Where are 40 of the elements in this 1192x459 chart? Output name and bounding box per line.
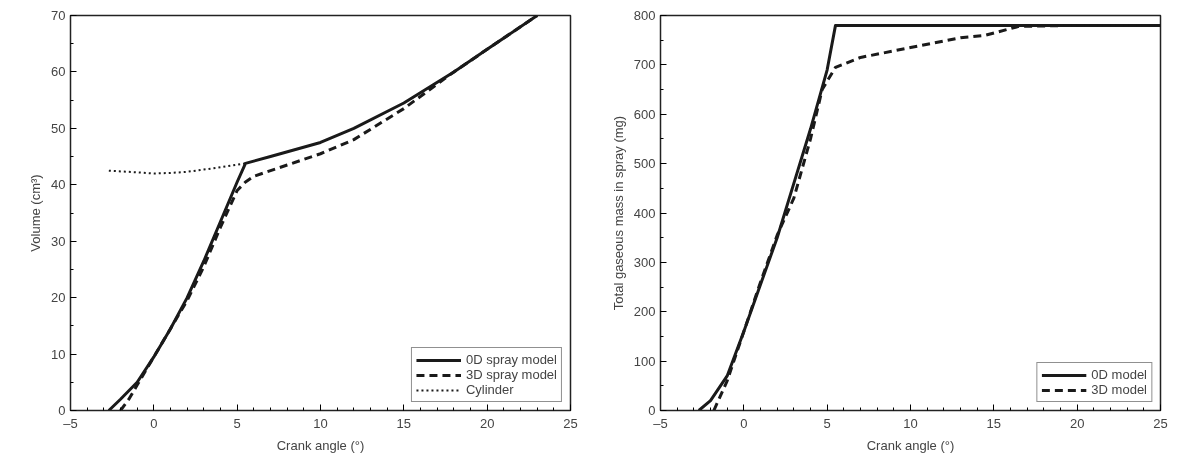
x-tick-label: 15 — [986, 415, 1002, 431]
y-tick-label: 500 — [633, 156, 656, 172]
x-tick-label: 25 — [1153, 415, 1168, 431]
legend-label: 3D spray model — [465, 367, 557, 382]
y-tick-label: 20 — [51, 290, 66, 306]
y-tick-label: 100 — [633, 353, 656, 369]
x-tick-label: 5 — [233, 415, 241, 431]
y-tick-label: 30 — [51, 233, 66, 249]
x-tick-label: 25 — [563, 415, 578, 431]
y-tick-label: 200 — [633, 304, 656, 320]
y-tick-label: 0 — [58, 403, 66, 418]
legend-label: 3D model — [1091, 382, 1147, 397]
y-tick-label: 60 — [51, 64, 66, 80]
y-tick-label: 10 — [51, 346, 66, 362]
y-tick-label: 300 — [633, 254, 656, 270]
legend-label: 0D model — [1091, 367, 1147, 382]
y-tick-label: 800 — [633, 8, 656, 23]
x-tick-label: –5 — [63, 415, 78, 431]
x-axis-title: Crank angle (°) — [276, 437, 365, 453]
x-tick-label: 0 — [740, 415, 748, 431]
x-tick-label: 15 — [396, 415, 412, 431]
y-tick-label: 50 — [51, 120, 66, 136]
x-tick-label: 10 — [313, 415, 328, 431]
x-tick-label: 0 — [150, 415, 158, 431]
y-axis-title: Total gaseous mass in spray (mg) — [610, 115, 626, 311]
y-tick-label: 400 — [633, 205, 656, 221]
y-tick-label: 700 — [633, 57, 656, 73]
y-tick-label: 0 — [648, 403, 656, 418]
x-tick-label: –5 — [653, 415, 668, 431]
x-tick-label: 5 — [823, 415, 831, 431]
legend-label: Cylinder — [465, 382, 514, 397]
x-tick-label: 20 — [1069, 415, 1085, 431]
y-tick-label: 70 — [51, 8, 66, 23]
x-axis-title: Crank angle (°) — [866, 437, 955, 453]
legend-label: 0D spray model — [465, 352, 557, 367]
x-tick-label: 10 — [903, 415, 918, 431]
y-tick-label: 40 — [51, 177, 66, 193]
x-tick-label: 20 — [479, 415, 495, 431]
y-axis-title: Volume (cm³) — [28, 174, 44, 252]
y-tick-label: 600 — [633, 106, 656, 122]
